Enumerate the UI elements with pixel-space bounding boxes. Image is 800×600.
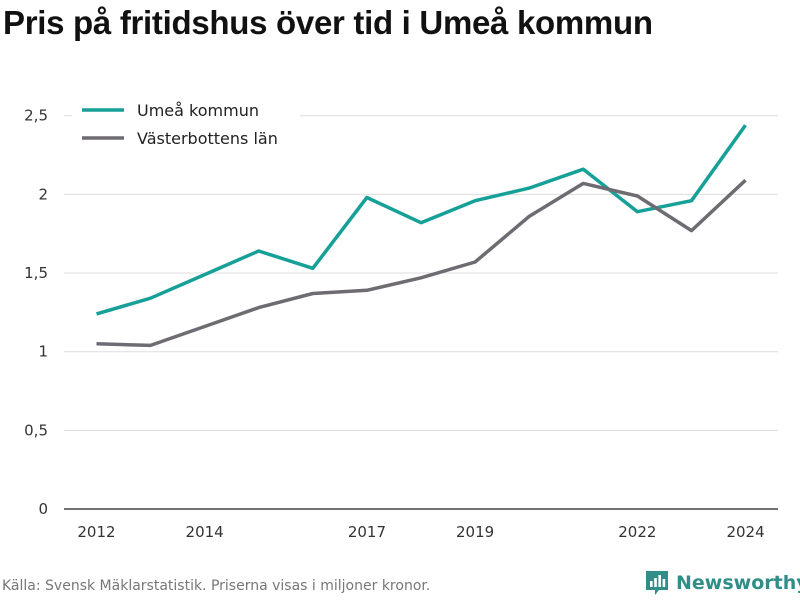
gridlines bbox=[64, 115, 778, 510]
y-tick-label: 2 bbox=[38, 185, 48, 203]
source-note: Källa: Svensk Mäklarstatistik. Priserna … bbox=[2, 578, 431, 594]
brand-name: Newsworthy bbox=[676, 572, 800, 594]
x-tick-label: 2017 bbox=[348, 523, 386, 541]
newsworthy-logo: Newsworthy bbox=[644, 569, 800, 597]
y-tick-label: 1,5 bbox=[24, 264, 48, 282]
y-tick-label: 1 bbox=[38, 343, 48, 361]
x-tick-label: 2024 bbox=[726, 523, 764, 541]
series-lines bbox=[96, 124, 747, 348]
x-tick-label: 2012 bbox=[77, 523, 115, 541]
series-line bbox=[96, 124, 747, 316]
chart-title: Pris på fritidshus över tid i Umeå kommu… bbox=[3, 4, 653, 41]
x-tick-label: 2019 bbox=[456, 523, 494, 541]
y-axis-ticks: 0 0,5 1 1,5 2 2,5 bbox=[24, 107, 48, 518]
legend-background bbox=[72, 94, 300, 154]
x-tick-label: 2022 bbox=[618, 523, 656, 541]
legend: Umeå kommun Västerbottens län bbox=[72, 94, 300, 154]
series-line bbox=[96, 178, 747, 348]
x-axis-ticks: 2012 2014 2017 2019 2022 2024 bbox=[77, 523, 764, 541]
y-tick-label: 0,5 bbox=[24, 421, 48, 439]
y-tick-label: 2,5 bbox=[24, 107, 48, 125]
y-tick-label: 0 bbox=[38, 500, 48, 518]
x-tick-label: 2014 bbox=[186, 523, 224, 541]
legend-label: Västerbottens län bbox=[137, 129, 278, 148]
legend-label: Umeå kommun bbox=[137, 101, 259, 120]
newsworthy-logo-icon bbox=[646, 571, 668, 595]
